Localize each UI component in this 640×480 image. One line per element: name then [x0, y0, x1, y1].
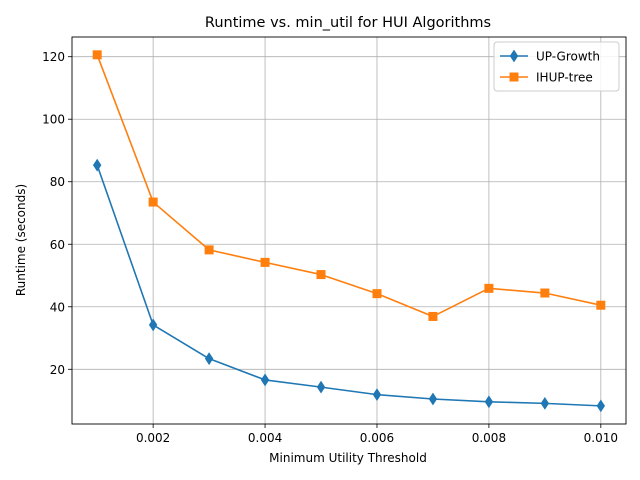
data-point: [260, 373, 270, 387]
x-tick-label: 0.004: [248, 431, 282, 445]
series-line: [96, 164, 601, 407]
data-point: [148, 318, 158, 332]
y-tick-label: 80: [50, 175, 65, 189]
square-marker-icon: [509, 72, 519, 82]
data-point: [540, 288, 550, 298]
data-point: [596, 300, 606, 310]
legend-box: [493, 41, 620, 92]
plot-frame: [71, 36, 627, 425]
series-ihup-tree: [92, 50, 606, 321]
y-tick-label: 120: [42, 50, 65, 64]
legend-item: IHUP-tree: [500, 71, 593, 85]
data-point: [204, 352, 214, 366]
data-point: [372, 289, 382, 299]
series-layer: [92, 50, 606, 413]
legend: UP-Growth IHUP-tree: [493, 41, 620, 92]
y-tick-label: 20: [50, 363, 65, 377]
data-point: [540, 396, 550, 410]
y-tick-label: 40: [50, 300, 65, 314]
data-point: [484, 283, 494, 293]
x-tick-label: 0.002: [136, 431, 170, 445]
chart-title: Runtime vs. min_util for HUI Algorithms: [205, 15, 491, 31]
x-tick-label: 0.010: [584, 431, 618, 445]
diamond-marker-icon: [509, 49, 519, 63]
y-tick-label: 60: [50, 238, 65, 252]
series-line: [96, 54, 601, 318]
x-axis-label: Minimum Utility Threshold: [269, 451, 427, 465]
y-tick-label: 100: [42, 113, 65, 127]
data-point: [260, 257, 270, 267]
data-point: [484, 395, 494, 409]
data-point: [316, 270, 326, 280]
x-tick-label: 0.008: [472, 431, 506, 445]
x-tick-label: 0.006: [360, 431, 394, 445]
data-point: [92, 50, 102, 60]
data-point: [92, 158, 102, 172]
data-point: [372, 388, 382, 402]
x-axis-ticks: 0.002 0.004 0.006 0.008 0.010: [136, 424, 618, 445]
y-axis-ticks: 20 40 60 80 100 120: [42, 50, 72, 377]
legend-label: UP-Growth: [536, 50, 600, 64]
data-point: [148, 197, 158, 207]
legend-item: UP-Growth: [500, 50, 600, 64]
series-up-growth: [92, 158, 606, 413]
data-point: [596, 399, 606, 413]
y-axis-label: Runtime (seconds): [14, 184, 28, 296]
data-point: [316, 380, 326, 394]
data-point: [428, 311, 438, 321]
data-point: [428, 392, 438, 406]
grid-lines: [72, 37, 626, 424]
data-point: [204, 245, 214, 255]
legend-label: IHUP-tree: [536, 71, 593, 85]
